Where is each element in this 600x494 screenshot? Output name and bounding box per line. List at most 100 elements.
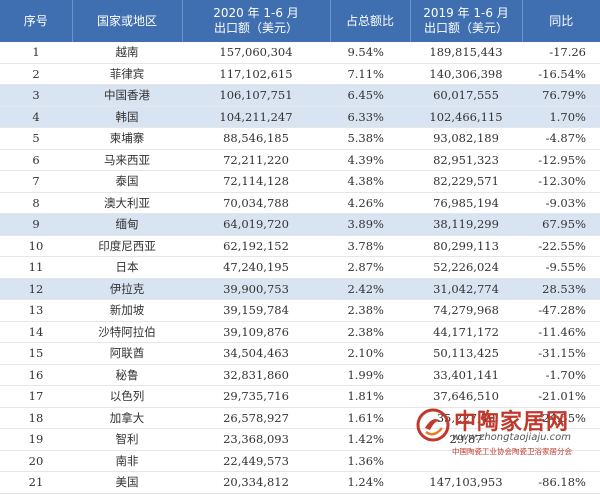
cell-value-2020: 72,211,220 xyxy=(182,149,330,171)
cell-rank: 14 xyxy=(0,321,72,343)
table-row: 17 以色列 29,735,716 1.81% 37,646,510 -21.01% xyxy=(0,385,600,408)
cell-share: 5.38% xyxy=(330,127,410,150)
cell-share: 2.87% xyxy=(330,256,410,279)
cell-region: 沙特阿拉伯 xyxy=(72,321,182,343)
cell-value-2020: 72,114,128 xyxy=(182,170,330,193)
cell-value-2020: 23,368,093 xyxy=(182,428,330,451)
cell-rank: 9 xyxy=(0,213,72,236)
header-region: 国家或地区 xyxy=(71,0,182,42)
cell-yoy: 1.70% xyxy=(522,106,600,128)
cell-rank: 17 xyxy=(0,385,72,408)
cell-share: 1.81% xyxy=(330,385,410,408)
cell-rank: 19 xyxy=(0,428,72,451)
table-row: 20 南非 22,449,573 1.36% xyxy=(0,450,600,472)
cell-region: 柬埔寨 xyxy=(72,127,182,150)
table-row: 1 越南 157,060,304 9.54% 189,815,443 -17.26 xyxy=(0,42,600,64)
cell-value-2019: 60,017,555 xyxy=(410,84,522,107)
cell-yoy: -17.26 xyxy=(522,42,600,64)
cell-share: 4.39% xyxy=(330,149,410,171)
cell-value-2019: 76,985,194 xyxy=(410,192,522,214)
cell-rank: 10 xyxy=(0,235,72,257)
cell-rank: 20 xyxy=(0,450,72,472)
cell-value-2019: 52,226,024 xyxy=(410,256,522,279)
cell-region: 秘鲁 xyxy=(72,364,182,386)
table-row: 14 沙特阿拉伯 39,109,876 2.38% 44,171,172 -11.46% xyxy=(0,321,600,343)
cell-yoy: -1.70% xyxy=(522,364,600,386)
cell-value-2020: 106,107,751 xyxy=(182,84,330,107)
cell-share: 7.11% xyxy=(330,63,410,85)
cell-rank: 3 xyxy=(0,84,72,107)
cell-yoy: -47.28% xyxy=(522,299,600,322)
cell-region: 阿联酋 xyxy=(72,342,182,365)
cell-share: 1.42% xyxy=(330,428,410,451)
cell-value-2020: 117,102,615 xyxy=(182,63,330,85)
cell-value-2019: 140,306,398 xyxy=(410,63,522,85)
cell-share: 3.89% xyxy=(330,213,410,236)
table-header-row: 序号 国家或地区 2020 年 1-6 月 出口额（美元） 占总额比 2019 … xyxy=(0,0,600,42)
cell-yoy: 76.79% xyxy=(522,84,600,107)
header-rank: 序号 xyxy=(0,0,72,42)
header-value-2019-line1: 2019 年 1-6 月 xyxy=(423,6,509,20)
cell-region: 泰国 xyxy=(72,170,182,193)
cell-yoy: -24.55% xyxy=(522,407,600,429)
cell-region: 伊拉克 xyxy=(72,278,182,300)
header-yoy: 同比 xyxy=(521,0,600,42)
cell-region: 美国 xyxy=(72,471,182,494)
cell-value-2019: 31,042,774 xyxy=(410,278,522,300)
cell-region: 南非 xyxy=(72,450,182,472)
cell-yoy xyxy=(522,428,600,451)
cell-region: 以色列 xyxy=(72,385,182,408)
cell-value-2020: 39,900,753 xyxy=(182,278,330,300)
cell-value-2019: 37,646,510 xyxy=(410,385,522,408)
cell-value-2020: 104,211,247 xyxy=(182,106,330,128)
cell-value-2020: 70,034,788 xyxy=(182,192,330,214)
cell-share: 4.26% xyxy=(330,192,410,214)
table-row: 11 日本 47,240,195 2.87% 52,226,024 -9.55% xyxy=(0,256,600,279)
cell-rank: 6 xyxy=(0,149,72,171)
table-row: 15 阿联酋 34,504,463 2.10% 50,113,425 -31.15% xyxy=(0,342,600,365)
cell-value-2019: 38,119,299 xyxy=(410,213,522,236)
table-row: 2 菲律宾 117,102,615 7.11% 140,306,398 -16.54% xyxy=(0,63,600,85)
table-row: 13 新加坡 39,159,784 2.38% 74,279,968 -47.28% xyxy=(0,299,600,322)
cell-yoy: -4.87% xyxy=(522,127,600,150)
cell-rank: 5 xyxy=(0,127,72,150)
cell-value-2020: 39,109,876 xyxy=(182,321,330,343)
cell-value-2020: 64,019,720 xyxy=(182,213,330,236)
cell-value-2020: 34,504,463 xyxy=(182,342,330,365)
cell-share: 2.42% xyxy=(330,278,410,300)
cell-rank: 11 xyxy=(0,256,72,279)
cell-rank: 1 xyxy=(0,42,72,64)
cell-yoy: -86.18% xyxy=(522,471,600,494)
cell-value-2020: 29,735,716 xyxy=(182,385,330,408)
cell-value-2020: 47,240,195 xyxy=(182,256,330,279)
cell-yoy: -12.30% xyxy=(522,170,600,193)
cell-value-2019: 82,229,571 xyxy=(410,170,522,193)
table-row: 4 韩国 104,211,247 6.33% 102,466,115 1.70% xyxy=(0,106,600,128)
table-row: 19 智利 23,368,093 1.42% 29,87 xyxy=(0,428,600,451)
cell-region: 菲律宾 xyxy=(72,63,182,85)
cell-share: 6.33% xyxy=(330,106,410,128)
cell-value-2019: 93,082,189 xyxy=(410,127,522,150)
cell-yoy: 28.53% xyxy=(522,278,600,300)
cell-share: 2.38% xyxy=(330,321,410,343)
cell-rank: 18 xyxy=(0,407,72,429)
table-row: 18 加拿大 26,578,927 1.61% 35,227,40 -24.55% xyxy=(0,407,600,429)
cell-share: 3.78% xyxy=(330,235,410,257)
table-row: 8 澳大利亚 70,034,788 4.26% 76,985,194 -9.03% xyxy=(0,192,600,214)
cell-yoy: -16.54% xyxy=(522,63,600,85)
cell-value-2019: 74,279,968 xyxy=(410,299,522,322)
cell-value-2019: 33,401,141 xyxy=(410,364,522,386)
table-row: 10 印度尼西亚 62,192,152 3.78% 80,299,113 -22.55% xyxy=(0,235,600,257)
table-row: 9 缅甸 64,019,720 3.89% 38,119,299 67.95% xyxy=(0,213,600,236)
header-value-2020: 2020 年 1-6 月 出口额（美元） xyxy=(181,0,330,42)
cell-value-2020: 22,449,573 xyxy=(182,450,330,472)
cell-value-2019: 189,815,443 xyxy=(410,42,522,64)
cell-region: 韩国 xyxy=(72,106,182,128)
cell-rank: 15 xyxy=(0,342,72,365)
cell-rank: 4 xyxy=(0,106,72,128)
cell-share: 1.24% xyxy=(330,471,410,494)
cell-region: 缅甸 xyxy=(72,213,182,236)
cell-yoy xyxy=(522,450,600,472)
cell-region: 印度尼西亚 xyxy=(72,235,182,257)
cell-yoy: -9.55% xyxy=(522,256,600,279)
